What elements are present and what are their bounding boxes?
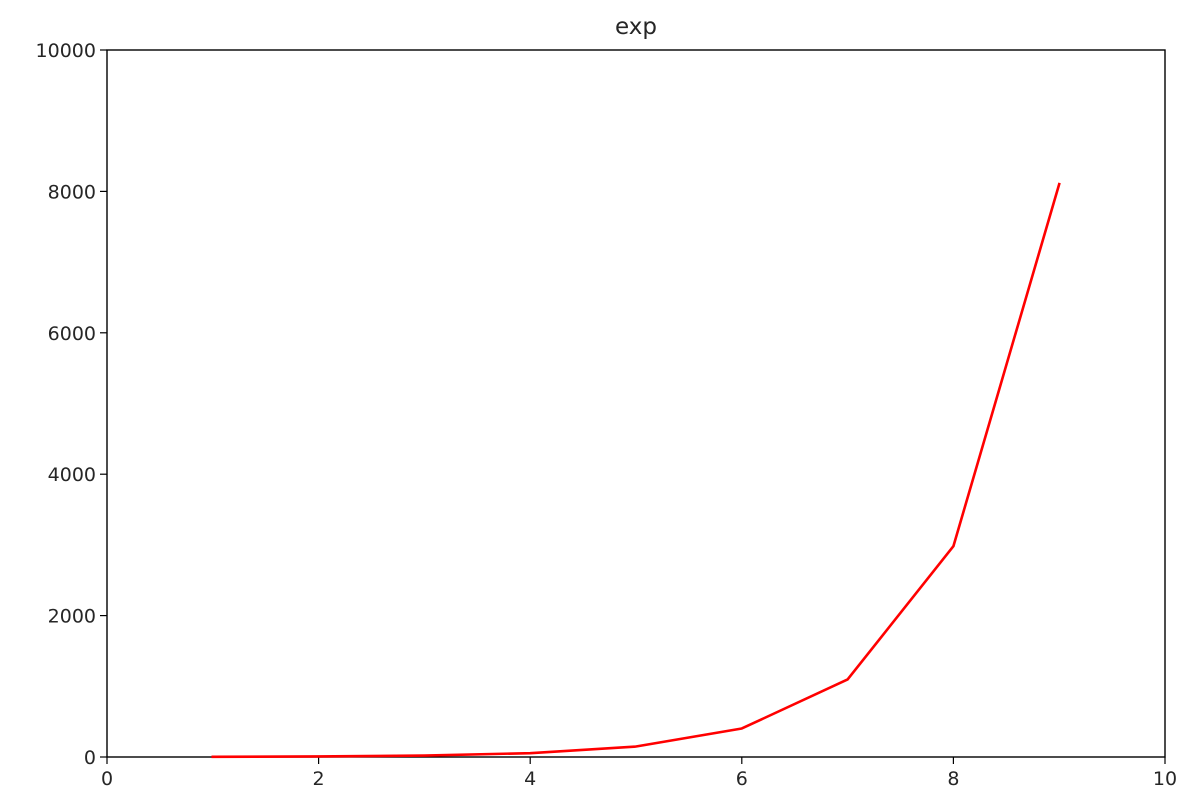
x-tick-label: 6 [736,768,748,790]
y-tick-label: 6000 [48,323,96,345]
series-line-0 [211,182,1061,759]
y-tick-label: 0 [84,747,96,769]
y-tick-label: 2000 [48,606,96,628]
series-layer [211,182,1061,759]
x-tick-label: 10 [1153,768,1177,790]
x-tick-label: 2 [313,768,325,790]
x-tick-label: 4 [524,768,536,790]
y-tick-label: 10000 [36,40,96,62]
x-tick-label: 8 [947,768,959,790]
x-tick-label: 0 [101,768,113,790]
x-axis: 0 2 4 6 8 10 [101,757,1177,790]
y-axis: 0 2000 4000 6000 8000 10000 [36,40,107,769]
y-tick-label: 4000 [48,464,96,486]
plot-area-frame [106,49,1166,758]
y-tick-label: 8000 [48,181,96,203]
chart-title: exp [615,14,657,40]
